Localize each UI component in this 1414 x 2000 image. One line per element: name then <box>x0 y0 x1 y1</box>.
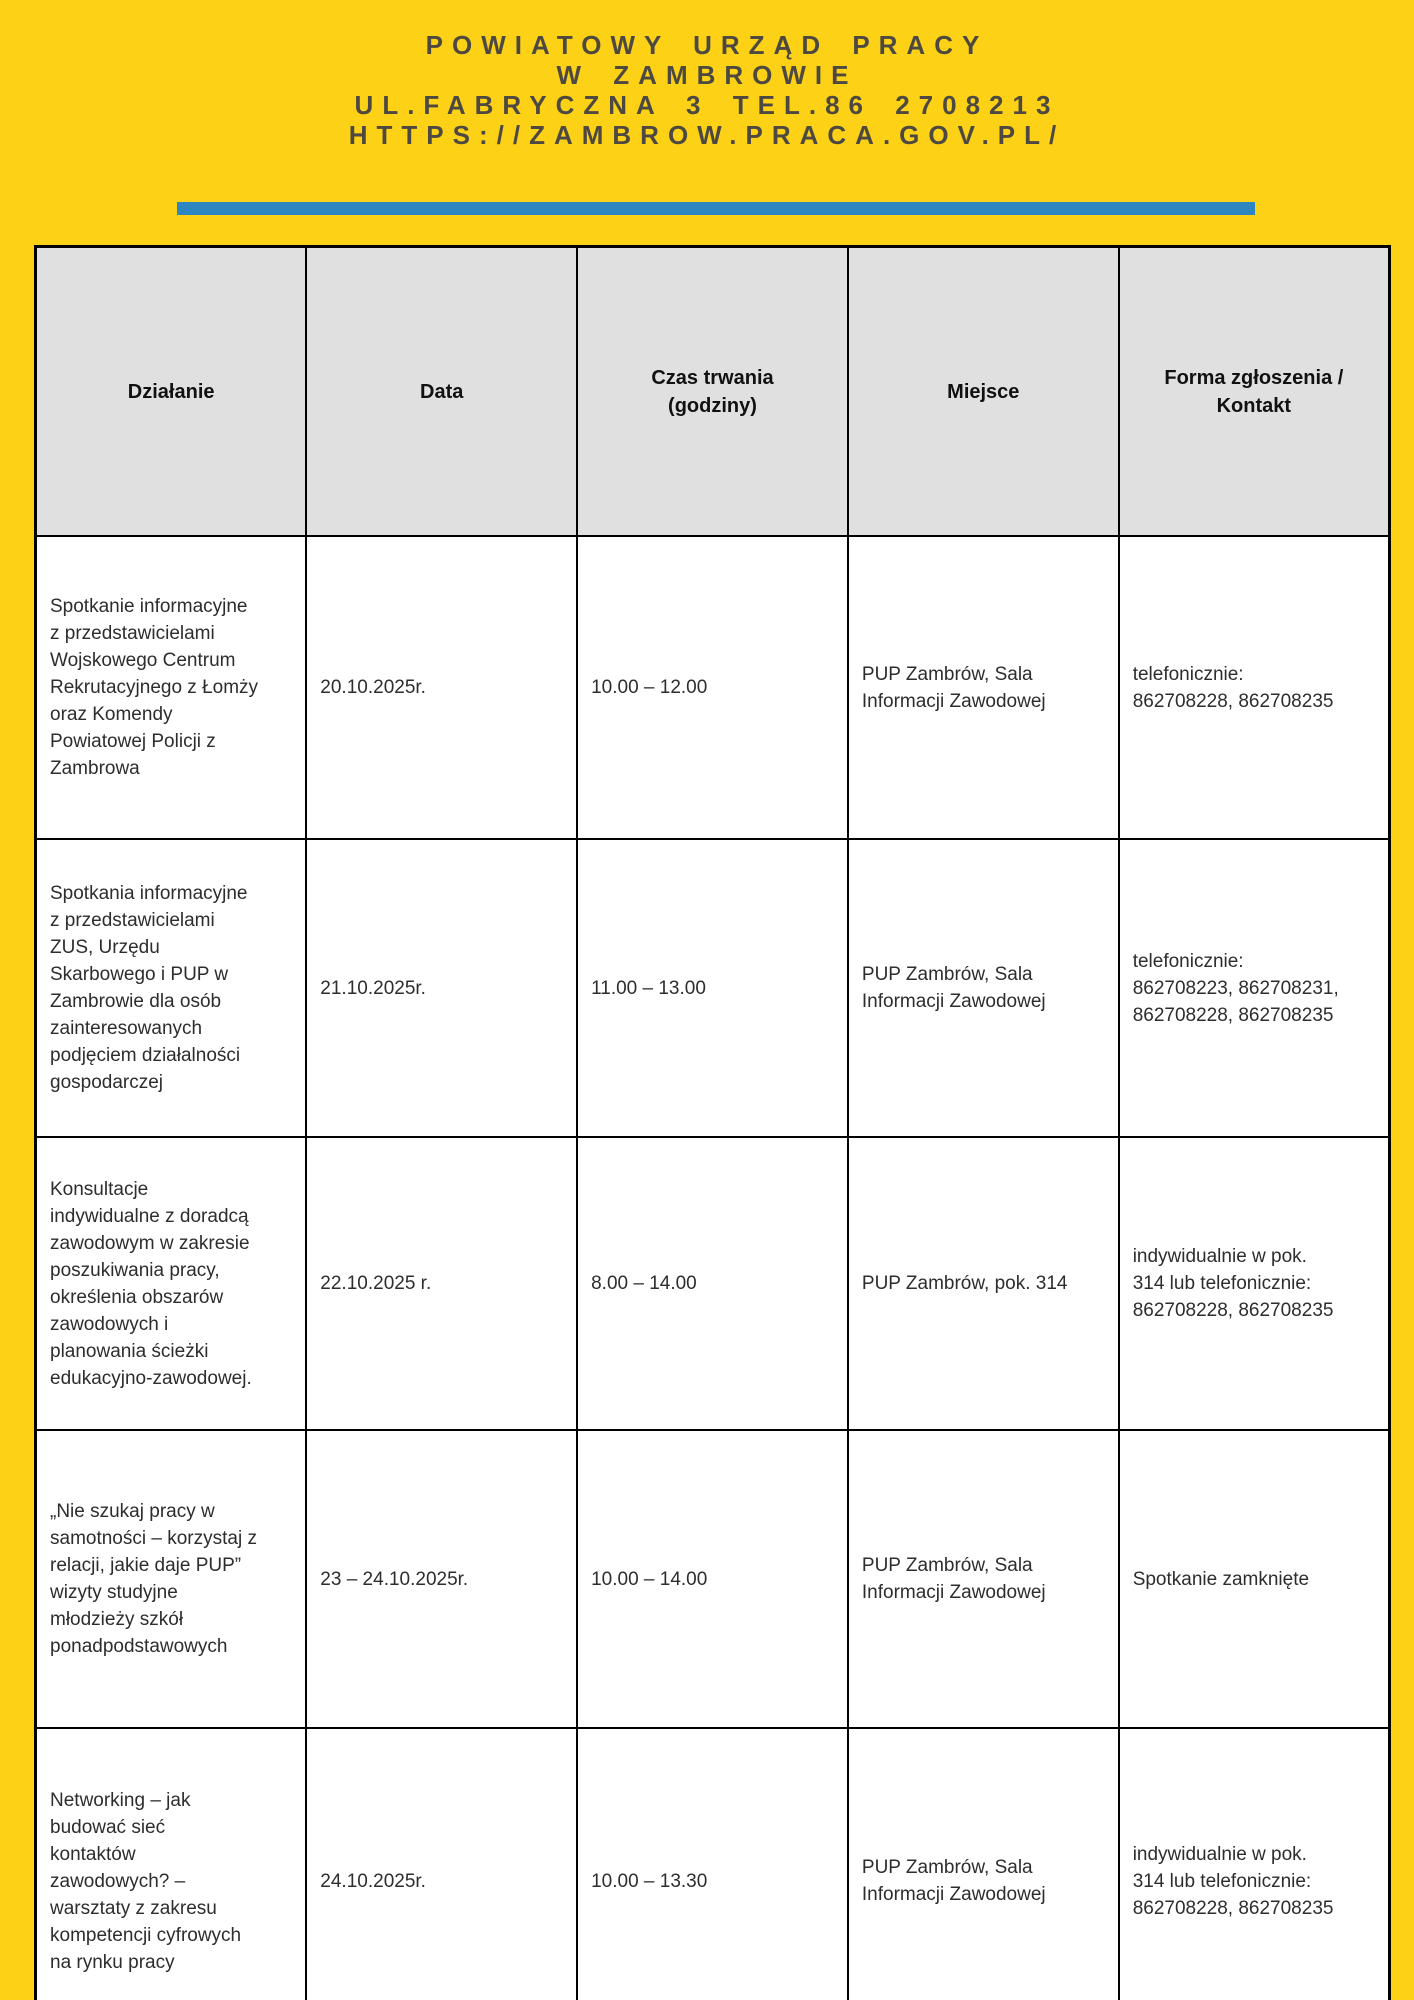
cell-forma: Spotkanie zamknięte <box>1117 1429 1391 1729</box>
org-address-phone: UL.FABRYCZNA 3 TEL.86 2708213 <box>354 90 1060 120</box>
table-row: „Nie szukaj pracy w samotności – korzyst… <box>34 1429 1391 1729</box>
table-header-row: Działanie Data Czas trwania (godziny) Mi… <box>34 245 1391 537</box>
cell-data: 20.10.2025r. <box>305 535 579 840</box>
cell-data: 24.10.2025r. <box>305 1727 579 2000</box>
column-header-dzialanie: Działanie <box>34 245 308 537</box>
column-header-czas-trwania: Czas trwania (godziny) <box>576 245 849 537</box>
cell-data: 23 – 24.10.2025r. <box>305 1429 579 1729</box>
cell-data: 22.10.2025 r. <box>305 1136 579 1431</box>
org-name-line-1: POWIATOWY URZĄD PRACY <box>425 30 989 60</box>
cell-dzialanie: Networking – jak budować sieć kontaktów … <box>34 1727 308 2000</box>
cell-miejsce: PUP Zambrów, Sala Informacji Zawodowej <box>846 1727 1120 2000</box>
cell-dzialanie: Konsultacje indywidualne z doradcą zawod… <box>34 1136 308 1431</box>
cell-czas: 11.00 – 13.00 <box>576 838 849 1138</box>
column-header-data: Data <box>305 245 579 537</box>
cell-miejsce: PUP Zambrów, Sala Informacji Zawodowej <box>846 1429 1120 1729</box>
table-row: Networking – jak budować sieć kontaktów … <box>34 1727 1391 2000</box>
cell-czas: 10.00 – 14.00 <box>576 1429 849 1729</box>
org-header: POWIATOWY URZĄD PRACY W ZAMBROWIE UL.FAB… <box>0 30 1414 150</box>
cell-forma: indywidualnie w pok. 314 lub telefoniczn… <box>1117 1136 1391 1431</box>
cell-czas: 10.00 – 13.30 <box>576 1727 849 2000</box>
cell-dzialanie: „Nie szukaj pracy w samotności – korzyst… <box>34 1429 308 1729</box>
org-website: HTTPS://ZAMBROW.PRACA.GOV.PL/ <box>348 120 1066 150</box>
cell-dzialanie: Spotkanie informacyjne z przedstawiciela… <box>34 535 308 840</box>
cell-data: 21.10.2025r. <box>305 838 579 1138</box>
cell-miejsce: PUP Zambrów, pok. 314 <box>846 1136 1120 1431</box>
cell-dzialanie: Spotkania informacyjne z przedstawiciela… <box>34 838 308 1138</box>
cell-miejsce: PUP Zambrów, Sala Informacji Zawodowej <box>846 838 1120 1138</box>
schedule-table: Działanie Data Czas trwania (godziny) Mi… <box>34 245 1391 2000</box>
column-header-forma-zgloszenia: Forma zgłoszenia / Kontakt <box>1117 245 1391 537</box>
header-underline-bar <box>177 202 1255 215</box>
cell-czas: 10.00 – 12.00 <box>576 535 849 840</box>
cell-czas: 8.00 – 14.00 <box>576 1136 849 1431</box>
table-row: Spotkanie informacyjne z przedstawiciela… <box>34 535 1391 840</box>
column-header-miejsce: Miejsce <box>846 245 1120 537</box>
cell-miejsce: PUP Zambrów, Sala Informacji Zawodowej <box>846 535 1120 840</box>
cell-forma: indywidualnie w pok. 314 lub telefoniczn… <box>1117 1727 1391 2000</box>
table-row: Spotkania informacyjne z przedstawiciela… <box>34 838 1391 1138</box>
cell-forma: telefonicznie: 862708223, 862708231, 862… <box>1117 838 1391 1138</box>
org-name-line-2: W ZAMBROWIE <box>556 60 858 90</box>
cell-forma: telefonicznie: 862708228, 862708235 <box>1117 535 1391 840</box>
table-row: Konsultacje indywidualne z doradcą zawod… <box>34 1136 1391 1431</box>
